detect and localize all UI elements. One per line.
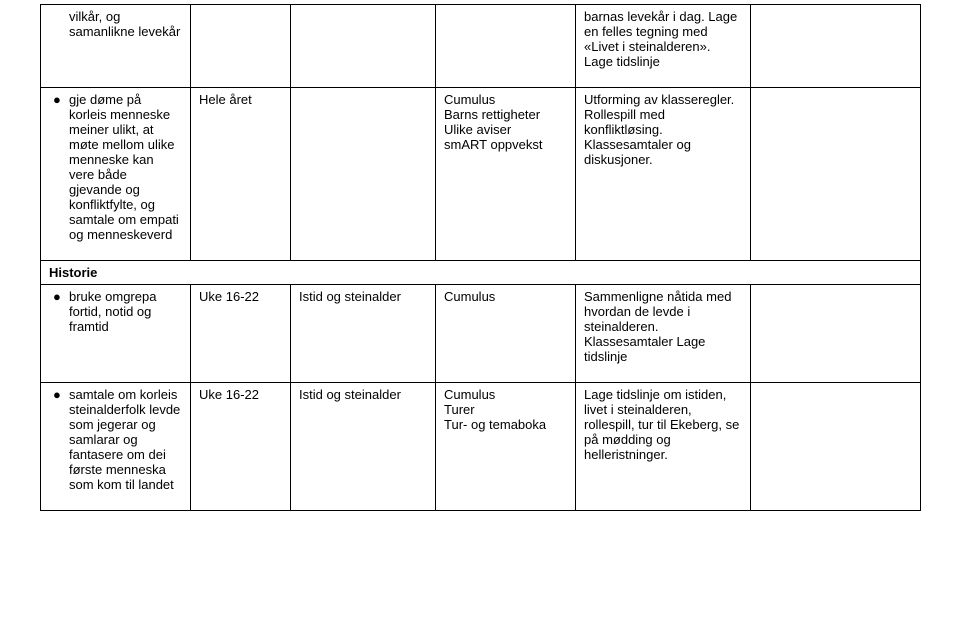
cell-desc: Lage tidslinje om istiden, livet i stein… xyxy=(576,383,751,511)
bullet-icon: ● xyxy=(53,289,61,304)
cell-topic: Istid og steinalder xyxy=(291,383,436,511)
resources-text: Cumulus Barns rettigheter Ulike aviser s… xyxy=(444,92,543,152)
table-row: ● samtale om korleis steinalderfolk levd… xyxy=(41,383,921,511)
cell-when xyxy=(191,5,291,88)
cell-extra xyxy=(751,383,921,511)
when-text: Uke 16-22 xyxy=(199,289,259,304)
cell-resources: Cumulus Turer Tur- og temaboka xyxy=(436,383,576,511)
cell-when: Uke 16-22 xyxy=(191,383,291,511)
table-row: ● bruke omgrepa fortid, notid og framtid… xyxy=(41,285,921,383)
cell-goal: ● bruke omgrepa fortid, notid og framtid xyxy=(41,285,191,383)
goal-text: samtale om korleis steinalderfolk levde … xyxy=(69,387,180,492)
cell-desc: Sammenligne nåtida med hvordan de levde … xyxy=(576,285,751,383)
cell-extra xyxy=(751,88,921,261)
cell-resources: Cumulus xyxy=(436,285,576,383)
cell-desc: Utforming av klasseregler. Rollespill me… xyxy=(576,88,751,261)
table-row: ● gje døme på korleis menneske meiner ul… xyxy=(41,88,921,261)
section-label: Historie xyxy=(49,265,97,280)
cell-goal: vilkår, og samanlikne levekår xyxy=(41,5,191,88)
cell-when: Uke 16-22 xyxy=(191,285,291,383)
desc-text: Sammenligne nåtida med hvordan de levde … xyxy=(584,289,731,364)
curriculum-table: vilkår, og samanlikne levekår barnas lev… xyxy=(40,4,921,511)
cell-desc: barnas levekår i dag. Lage en felles teg… xyxy=(576,5,751,88)
table-row: vilkår, og samanlikne levekår barnas lev… xyxy=(41,5,921,88)
when-text: Uke 16-22 xyxy=(199,387,259,402)
goal-text: bruke omgrepa fortid, notid og framtid xyxy=(69,289,156,334)
cell-topic: Istid og steinalder xyxy=(291,285,436,383)
goal-text: gje døme på korleis menneske meiner ulik… xyxy=(69,92,179,242)
goal-text: vilkår, og samanlikne levekår xyxy=(69,9,180,39)
cell-goal: ● gje døme på korleis menneske meiner ul… xyxy=(41,88,191,261)
desc-text: Lage tidslinje om istiden, livet i stein… xyxy=(584,387,739,462)
cell-resources xyxy=(436,5,576,88)
bullet-icon: ● xyxy=(53,92,61,107)
resources-text: Cumulus xyxy=(444,289,495,304)
cell-extra xyxy=(751,285,921,383)
cell-goal: ● samtale om korleis steinalderfolk levd… xyxy=(41,383,191,511)
topic-text: Istid og steinalder xyxy=(299,387,401,402)
cell-topic xyxy=(291,5,436,88)
cell-resources: Cumulus Barns rettigheter Ulike aviser s… xyxy=(436,88,576,261)
desc-text: Utforming av klasseregler. Rollespill me… xyxy=(584,92,734,167)
bullet-icon: ● xyxy=(53,387,61,402)
page: vilkår, og samanlikne levekår barnas lev… xyxy=(0,0,960,621)
topic-text: Istid og steinalder xyxy=(299,289,401,304)
resources-text: Cumulus Turer Tur- og temaboka xyxy=(444,387,546,432)
desc-text: barnas levekår i dag. Lage en felles teg… xyxy=(584,9,737,69)
when-text: Hele året xyxy=(199,92,252,107)
section-row: Historie xyxy=(41,261,921,285)
cell-when: Hele året xyxy=(191,88,291,261)
cell-extra xyxy=(751,5,921,88)
cell-topic xyxy=(291,88,436,261)
section-heading: Historie xyxy=(41,261,921,285)
